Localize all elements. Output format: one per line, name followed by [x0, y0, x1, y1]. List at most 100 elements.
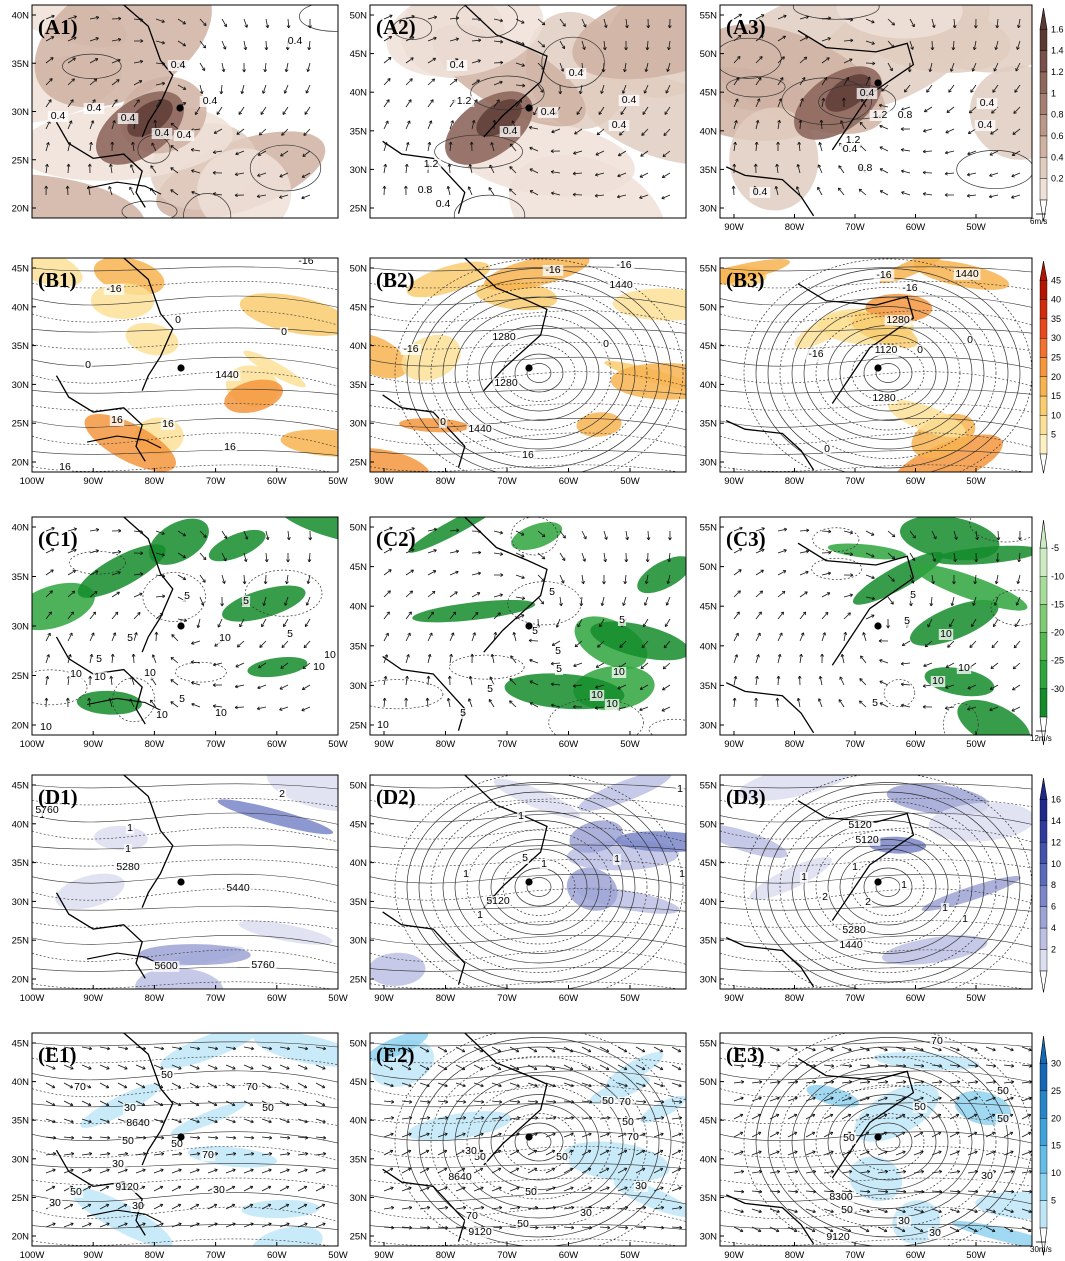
wind-vector: [1014, 84, 1021, 93]
wind-vector: [471, 592, 481, 598]
wind-vector: [225, 1100, 236, 1106]
wind-vector: [448, 163, 451, 174]
wind-vector: [1003, 1208, 1014, 1213]
lon-label: 50W: [328, 739, 348, 750]
wind-vector: [279, 1046, 290, 1050]
lat-label: 20N: [12, 1232, 30, 1243]
wind-vector: [111, 38, 121, 42]
lon-label: 60W: [906, 1250, 926, 1261]
wind-vector-head: [950, 602, 955, 607]
wind-vector: [67, 654, 71, 664]
wind-vector: [671, 1117, 682, 1120]
wind-vector-head: [305, 602, 310, 606]
wind-vector-head: [862, 632, 866, 636]
contour-label: 16: [522, 449, 534, 461]
wind-vector: [117, 1223, 128, 1228]
wind-vector: [617, 1046, 628, 1053]
contour-line: [370, 295, 686, 308]
wind-vector-head: [89, 141, 93, 146]
wind-vector-head: [912, 535, 916, 539]
wind-vector: [805, 1131, 816, 1138]
colorbar-swatch: [1039, 820, 1048, 843]
wind-vector: [967, 1046, 978, 1051]
wind-vector: [110, 676, 113, 686]
wind-vector: [419, 1150, 430, 1156]
wind-vector: [805, 1097, 816, 1102]
contour-label-bg: [899, 880, 909, 891]
contour-label: 50: [474, 1151, 486, 1163]
contour-line: [370, 859, 686, 869]
contour-line: [720, 1224, 1032, 1230]
wind-vector-head: [385, 120, 389, 124]
wind-vector-head: [469, 141, 474, 145]
contour-label-bg: [537, 107, 559, 118]
wind-vector: [437, 1117, 448, 1120]
wind-vector: [945, 662, 955, 668]
wind-vector-head: [261, 623, 265, 628]
wind-vector-head: [606, 1083, 610, 1088]
wind-vector: [383, 1064, 394, 1070]
contour-line: [454, 306, 624, 440]
wind-vector-head: [957, 1064, 961, 1068]
wind-vector-head: [522, 83, 526, 88]
contour-line: [943, 703, 979, 735]
lon-label: 60W: [267, 993, 287, 1004]
wind-vector: [931, 1046, 942, 1051]
wind-vector-head: [734, 120, 738, 124]
contour-line: [851, 858, 925, 916]
lat-label: 25N: [12, 419, 30, 430]
lon-label: 60W: [267, 739, 287, 750]
wind-vector: [668, 552, 671, 562]
contour-label: 0.4: [203, 95, 218, 107]
shaded-field: [957, 699, 1031, 735]
wind-vector-head: [499, 1225, 503, 1230]
wind-vector: [297, 1046, 308, 1050]
wind-vector-head: [975, 1189, 979, 1194]
contour-label-bg: [279, 327, 289, 338]
wind-vector: [901, 149, 911, 152]
wind-vector: [81, 1136, 92, 1139]
contour-line: [755, 782, 1021, 989]
wind-vector-head: [570, 1186, 574, 1191]
lat-label: 40N: [700, 1154, 718, 1165]
wind-vector: [769, 1046, 780, 1051]
lon-label: 80W: [785, 1250, 805, 1261]
contour-label-bg: [872, 345, 900, 356]
lon-label: 60W: [906, 739, 926, 750]
wind-vector: [751, 1131, 762, 1138]
wind-vector: [468, 698, 473, 708]
wind-vector: [427, 99, 434, 108]
wind-vector-head: [408, 1083, 412, 1088]
wind-vector-head: [92, 611, 97, 616]
wind-vector-head: [49, 590, 53, 594]
wind-vector: [99, 1186, 110, 1192]
contour-line: [121, 200, 178, 218]
wind-vector: [733, 1097, 744, 1102]
wind-vector: [279, 1136, 290, 1139]
contour-line: [32, 798, 338, 807]
contour-label-bg: [260, 1103, 276, 1114]
wind-vector: [603, 530, 608, 540]
wind-vector-head: [639, 195, 643, 199]
wind-vector-head: [117, 37, 122, 42]
wind-vector: [111, 120, 116, 130]
contour-label: 5: [184, 590, 190, 602]
wind-vector-head: [509, 143, 514, 148]
wind-vector-head: [124, 1046, 129, 1051]
wind-vector-head: [472, 632, 477, 636]
wind-vector: [733, 590, 741, 598]
wind-vector-head: [902, 1096, 906, 1101]
wind-vector: [67, 99, 74, 108]
wind-vector: [133, 99, 140, 108]
wind-vector: [63, 1082, 73, 1089]
lon-label: 50W: [620, 1250, 640, 1261]
wind-vector: [239, 618, 245, 628]
contour-label-bg: [520, 853, 530, 864]
wind-vector: [671, 1167, 682, 1174]
wind-vector: [437, 1187, 448, 1192]
wind-vector-head: [153, 119, 158, 123]
wind-vector-head: [426, 1116, 431, 1120]
wind-vector: [1021, 1226, 1032, 1232]
wind-vector-head: [444, 1083, 448, 1088]
